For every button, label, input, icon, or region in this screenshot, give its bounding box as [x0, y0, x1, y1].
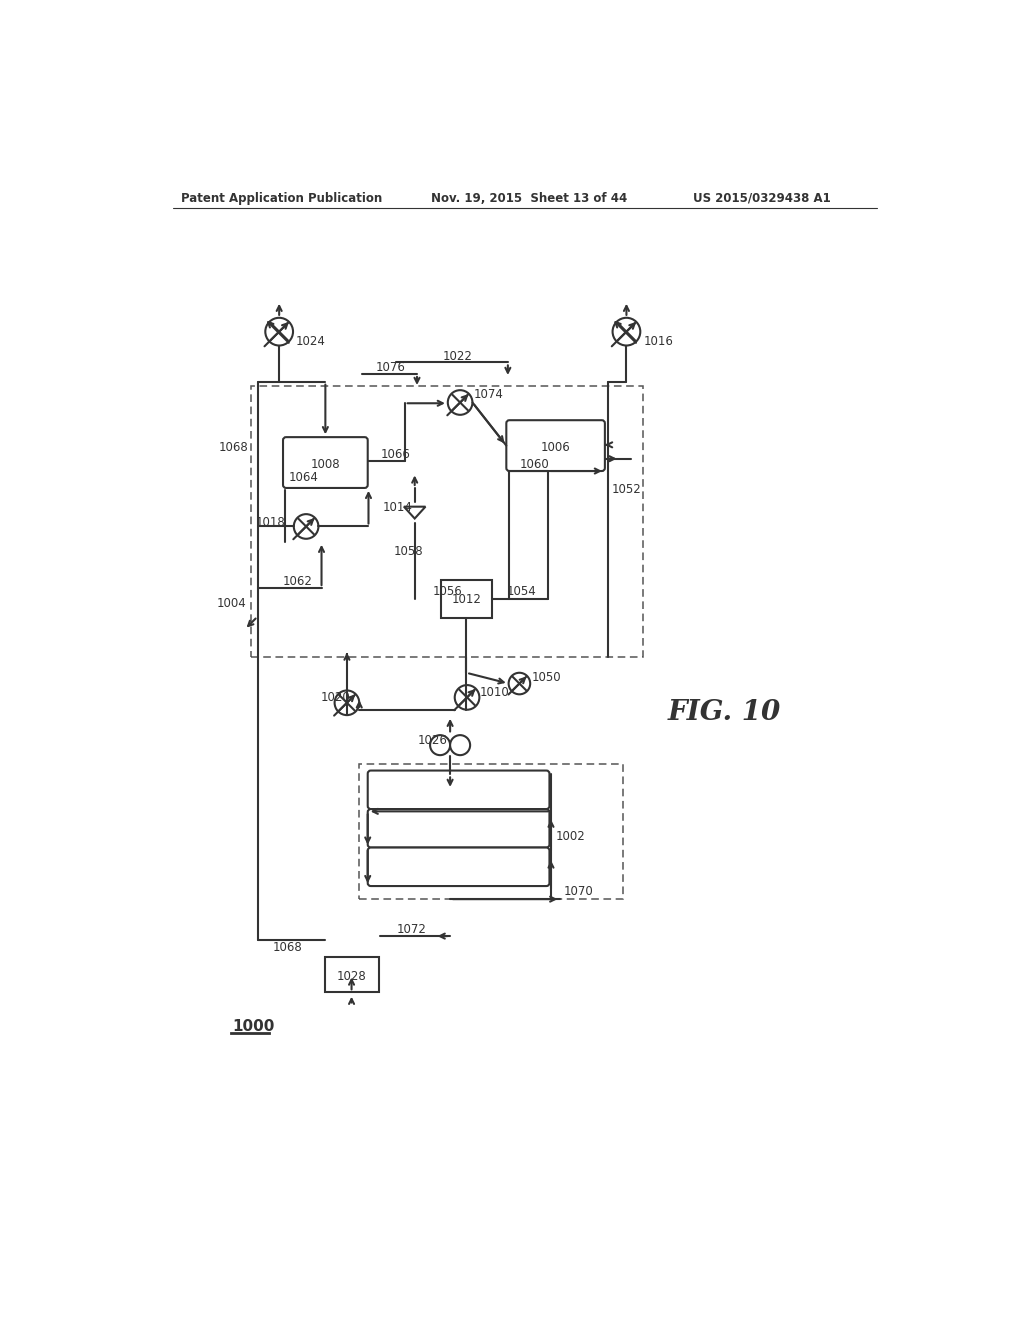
Text: US 2015/0329438 A1: US 2015/0329438 A1 [692, 191, 830, 205]
Bar [359, 763, 623, 899]
Text: 1050: 1050 [531, 671, 561, 684]
Text: Patent Application Publication: Patent Application Publication [180, 191, 382, 205]
Text: 1052: 1052 [611, 483, 642, 496]
Text: 1016: 1016 [643, 335, 673, 348]
Text: 1058: 1058 [394, 545, 424, 557]
Text: 1064: 1064 [289, 471, 318, 483]
Text: 1000: 1000 [232, 1019, 274, 1035]
Text: 1002: 1002 [556, 829, 586, 842]
Circle shape [265, 318, 293, 346]
Circle shape [455, 685, 479, 710]
Circle shape [335, 690, 359, 715]
Text: 1010: 1010 [480, 685, 510, 698]
Circle shape [612, 318, 640, 346]
Text: FIG. 10: FIG. 10 [668, 700, 781, 726]
Text: 1028: 1028 [337, 970, 367, 982]
Text: Nov. 19, 2015  Sheet 13 of 44: Nov. 19, 2015 Sheet 13 of 44 [431, 191, 627, 205]
Text: 1054: 1054 [506, 585, 537, 598]
Text: 1066: 1066 [381, 449, 411, 462]
FancyBboxPatch shape [368, 771, 550, 809]
FancyBboxPatch shape [283, 437, 368, 488]
Text: 1018: 1018 [255, 516, 285, 529]
Text: 1006: 1006 [541, 441, 570, 454]
Text: 1060: 1060 [519, 458, 549, 471]
Text: 1020: 1020 [321, 690, 350, 704]
Bar [252, 387, 643, 657]
Text: 1076: 1076 [376, 362, 406, 375]
Text: 1022: 1022 [442, 350, 472, 363]
Circle shape [447, 391, 472, 414]
Text: 1068: 1068 [273, 941, 303, 954]
Circle shape [451, 735, 470, 755]
Text: 1024: 1024 [296, 335, 326, 348]
Text: 1068: 1068 [219, 441, 249, 454]
Bar [441, 579, 492, 618]
Text: 1014: 1014 [383, 500, 413, 513]
Bar [325, 957, 379, 993]
Text: 1056: 1056 [433, 585, 463, 598]
Text: 1008: 1008 [310, 458, 340, 471]
Text: 1012: 1012 [452, 593, 481, 606]
Text: 1062: 1062 [283, 576, 313, 589]
Circle shape [430, 735, 451, 755]
FancyBboxPatch shape [368, 809, 550, 847]
Text: 1004: 1004 [217, 597, 247, 610]
Text: 1072: 1072 [396, 924, 426, 936]
FancyBboxPatch shape [368, 847, 550, 886]
Text: 1026: 1026 [418, 734, 447, 747]
Circle shape [509, 673, 530, 694]
Text: 1074: 1074 [474, 388, 504, 401]
Text: 1070: 1070 [563, 884, 593, 898]
Circle shape [294, 513, 318, 539]
FancyBboxPatch shape [506, 420, 605, 471]
